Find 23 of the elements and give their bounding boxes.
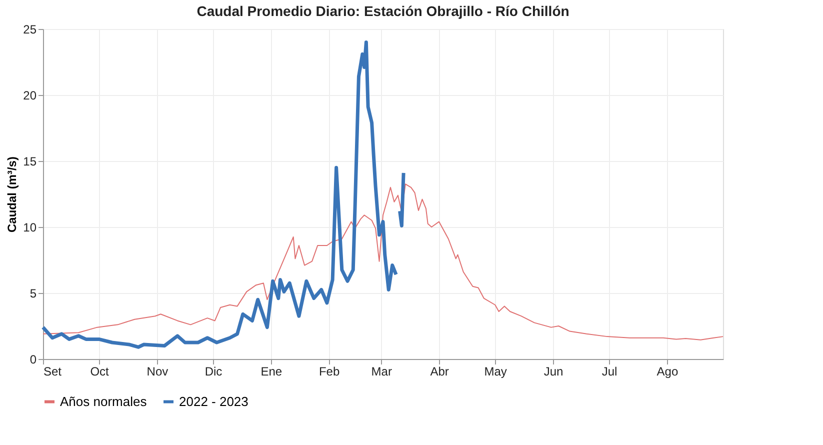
legend-label: Años normales xyxy=(60,394,148,409)
y-tick-label: 10 xyxy=(23,220,37,234)
x-tick-label: Jul xyxy=(602,364,618,378)
y-tick-label: 5 xyxy=(30,286,37,300)
x-tick-label: Oct xyxy=(90,364,110,378)
legend-label: 2022 - 2023 xyxy=(179,394,248,409)
y-tick-label: 25 xyxy=(23,22,37,36)
x-tick-label: Abr xyxy=(430,364,449,378)
y-tick-label: 0 xyxy=(30,352,37,366)
x-tick-label: Nov xyxy=(146,364,168,378)
x-tick-label: Dic xyxy=(204,364,222,378)
x-tick-label: Feb xyxy=(318,364,340,378)
x-tick-label: Set xyxy=(44,364,62,378)
y-axis-title: Caudal (m³/s) xyxy=(5,156,20,233)
chart-title: Caudal Promedio Diario: Estación Obrajillo - Río Chillón xyxy=(196,3,570,19)
x-tick-label: Mar xyxy=(371,364,392,378)
x-tick-label: Ene xyxy=(260,364,282,378)
line-series xyxy=(42,184,724,340)
x-tick-label: Jun xyxy=(544,364,564,378)
x-tick-label: May xyxy=(484,364,507,378)
y-tick-label: 15 xyxy=(23,154,37,168)
x-tick-label: Ago xyxy=(656,364,678,378)
y-tick-label: 20 xyxy=(23,88,37,102)
